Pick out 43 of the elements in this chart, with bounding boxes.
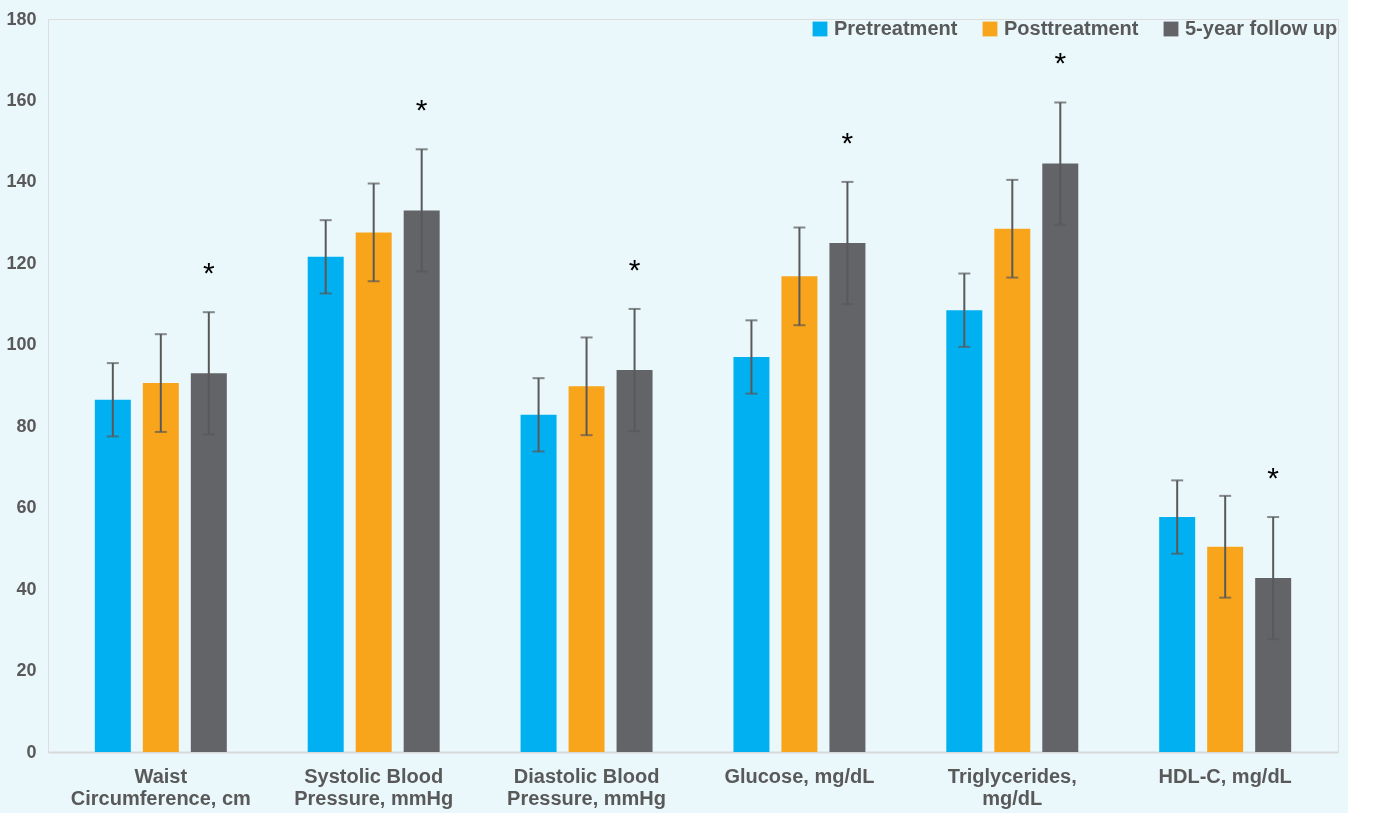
- bar: [403, 210, 440, 752]
- y-tick-label: 120: [6, 252, 37, 273]
- bar: [94, 399, 131, 752]
- bar: [829, 242, 866, 752]
- legend-label: 5-year follow up: [1185, 17, 1338, 39]
- y-tick-label: 160: [6, 89, 37, 110]
- bar: [142, 383, 179, 752]
- y-tick-label: 100: [6, 334, 37, 355]
- legend-label: Pretreatment: [834, 17, 958, 39]
- bar: [1207, 546, 1244, 752]
- y-tick-label: 140: [6, 171, 37, 192]
- bar: [568, 386, 605, 752]
- bar: [781, 276, 818, 752]
- annotation: *: [1054, 46, 1067, 80]
- x-tick-label: Diastolic Blood Pressure, mmHg: [507, 764, 667, 809]
- x-tick-label: Glucose, mg/dL: [724, 764, 875, 787]
- bar: [1255, 578, 1292, 752]
- bar: [355, 232, 392, 752]
- bar: [616, 370, 653, 752]
- annotation: *: [415, 93, 428, 127]
- y-tick-label: 20: [16, 660, 37, 681]
- bar: [190, 373, 227, 752]
- annotation: *: [202, 256, 215, 290]
- x-tick-label: HDL-C, mg/dL: [1158, 764, 1292, 787]
- y-tick-label: 0: [26, 741, 37, 762]
- x-tick-label: Systolic Blood Pressure, mmHg: [294, 764, 454, 809]
- bar: [1042, 163, 1079, 752]
- y-tick-label: 80: [16, 415, 37, 436]
- bar: [1159, 517, 1196, 752]
- annotation: *: [1267, 461, 1280, 495]
- y-tick-label: 180: [6, 8, 37, 29]
- bar: [520, 414, 557, 752]
- annotation: *: [841, 125, 854, 159]
- y-tick-label: 40: [16, 578, 37, 599]
- x-tick-label: Waist Circumference, cm: [70, 764, 251, 809]
- bar: [307, 256, 344, 752]
- legend-label: Posttreatment: [1004, 17, 1139, 39]
- y-tick-label: 60: [16, 497, 37, 518]
- bar: [994, 228, 1031, 752]
- bar: [946, 310, 983, 752]
- x-tick-label: Triglycerides, mg/dL: [947, 764, 1077, 809]
- bar: [733, 356, 770, 752]
- annotation: *: [628, 252, 641, 286]
